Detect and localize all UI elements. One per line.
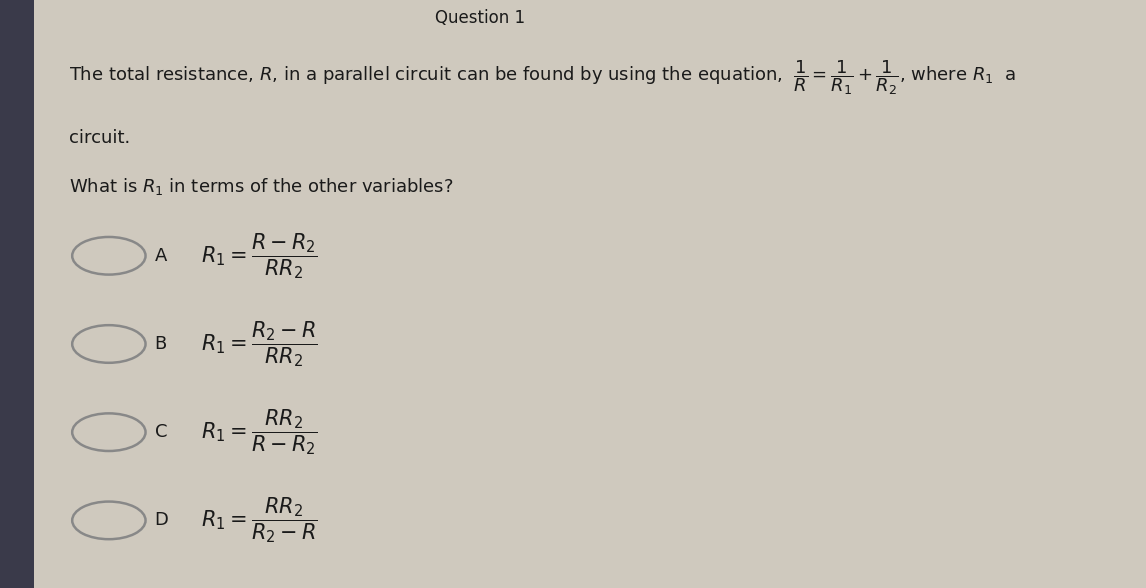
Text: D: D [155, 512, 168, 529]
Text: C: C [155, 423, 167, 441]
Text: The total resistance, $R$, in a parallel circuit can be found by using the equat: The total resistance, $R$, in a parallel… [69, 59, 1015, 98]
Text: circuit.: circuit. [69, 129, 129, 148]
Text: $R_1 = \dfrac{R-R_2}{RR_2}$: $R_1 = \dfrac{R-R_2}{RR_2}$ [201, 231, 317, 280]
Text: $R_1 = \dfrac{RR_2}{R_2-R}$: $R_1 = \dfrac{RR_2}{R_2-R}$ [201, 496, 317, 545]
FancyBboxPatch shape [0, 0, 34, 588]
Text: $R_1 = \dfrac{RR_2}{R-R_2}$: $R_1 = \dfrac{RR_2}{R-R_2}$ [201, 407, 317, 457]
Text: What is $R_1$ in terms of the other variables?: What is $R_1$ in terms of the other vari… [69, 176, 453, 198]
Text: B: B [155, 335, 167, 353]
Text: Question 1: Question 1 [435, 9, 526, 27]
Text: $R_1 = \dfrac{R_2-R}{RR_2}$: $R_1 = \dfrac{R_2-R}{RR_2}$ [201, 319, 317, 369]
Text: A: A [155, 247, 167, 265]
